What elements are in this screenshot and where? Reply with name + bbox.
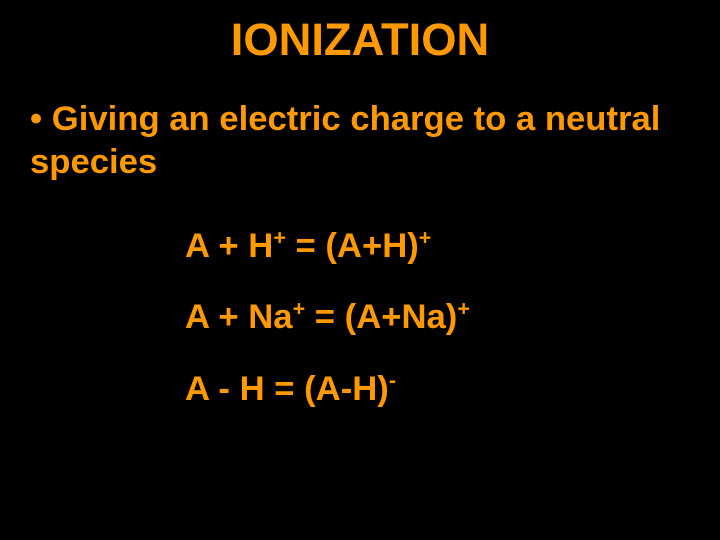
- equation-row: A + H+ = (A+H)+: [185, 225, 470, 268]
- slide-title: IONIZATION: [0, 0, 720, 66]
- eq-lhs-a: A: [185, 370, 209, 408]
- equations-block: A + H+ = (A+H)+ A + Na+ = (A+Na)+ A -: [185, 225, 470, 411]
- eq-lhs-a: A: [185, 227, 209, 265]
- eq-lhs-b: Na: [248, 298, 292, 336]
- equation-row: A + Na+ = (A+Na)+: [185, 296, 470, 339]
- bullet-marker: •: [30, 100, 42, 138]
- eq-op: +: [218, 227, 238, 265]
- eq-lhs-b: H: [240, 370, 265, 408]
- eq-equals: =: [296, 227, 316, 265]
- eq-lhs-b-sup: +: [273, 225, 286, 249]
- eq-equals: =: [315, 298, 335, 336]
- eq-rhs-sup: +: [457, 297, 470, 321]
- eq-lhs-a: A: [185, 298, 209, 336]
- eq-rhs: (A+Na): [345, 298, 458, 336]
- eq-rhs: (A+H): [325, 227, 418, 265]
- slide: IONIZATION • Giving an electric charge t…: [0, 0, 720, 540]
- eq-op: +: [218, 298, 238, 336]
- eq-rhs: (A-H): [304, 370, 389, 408]
- eq-lhs-b-sup: +: [293, 297, 306, 321]
- eq-op: -: [218, 370, 230, 408]
- bullet-line: • Giving an electric charge to a neutral…: [30, 98, 690, 185]
- bullet-text: Giving an electric charge to a neutral s…: [30, 100, 660, 181]
- eq-rhs-sup: +: [419, 225, 432, 249]
- eq-lhs-b: H: [248, 227, 273, 265]
- eq-rhs-sup: -: [389, 368, 396, 392]
- equation-row: A - H = (A-H)-: [185, 368, 470, 411]
- eq-equals: =: [274, 370, 294, 408]
